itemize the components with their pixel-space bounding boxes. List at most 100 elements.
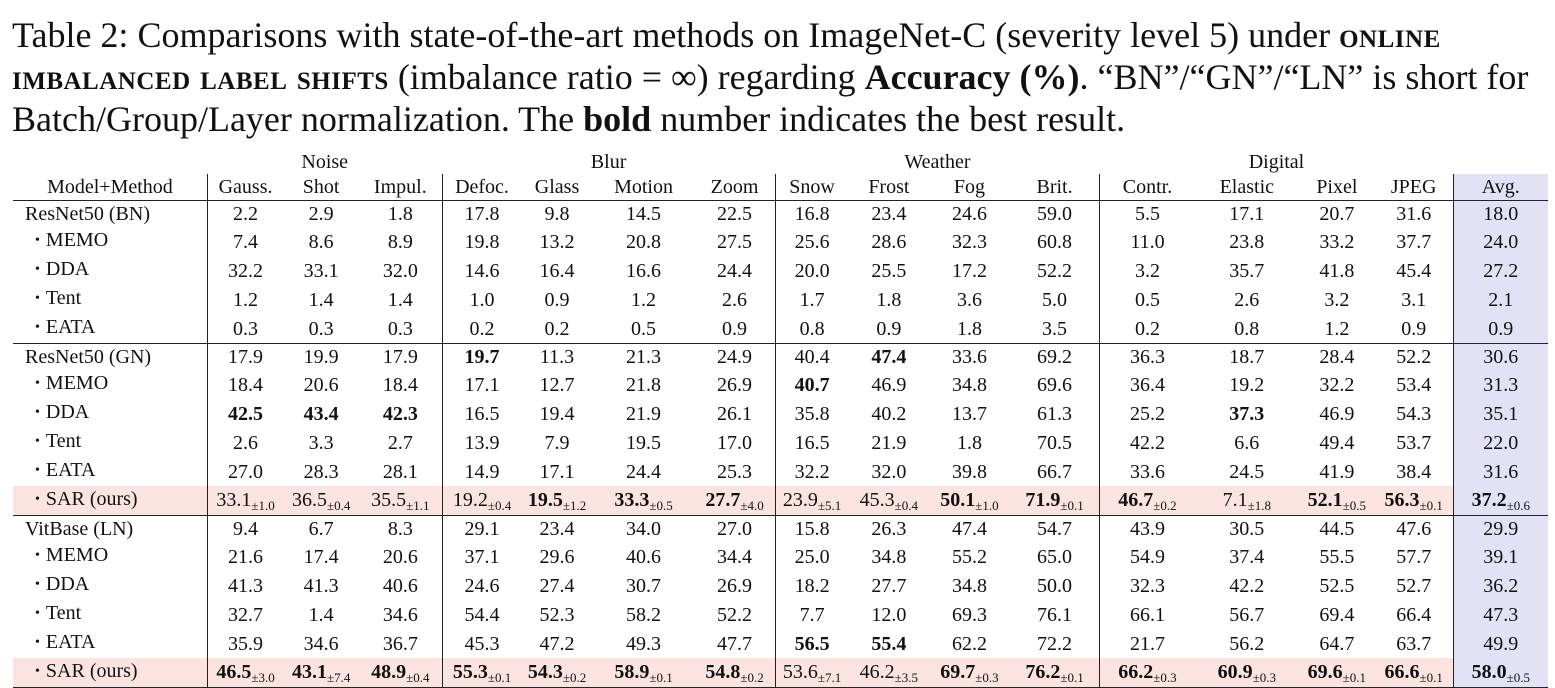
cell-value: 22.0 [1483, 431, 1519, 454]
cell-value: 53.7 [1396, 431, 1432, 454]
cell-value: 27.4 [539, 574, 575, 597]
cell-std: ±0.1 [649, 669, 673, 685]
table-cell: 0.3 [206, 314, 284, 344]
table-cell: 36.5±0.4 [283, 486, 360, 516]
cell-value: 58.9 [614, 660, 650, 683]
cell-value: 24.4 [626, 460, 662, 483]
cell-value: 3.1 [1401, 288, 1427, 311]
table-cell: 69.6 [1010, 370, 1100, 399]
table-cell: 13.7 [929, 399, 1010, 428]
cell-value: 36.3 [1130, 346, 1165, 368]
table-cell: 66.6±0.1 [1374, 658, 1454, 688]
table-cell: 31.6 [1374, 200, 1454, 227]
column-header-jpeg: JPEG [1374, 174, 1454, 201]
cell-value: 43.4 [303, 402, 339, 425]
cell-std: ±1.0 [251, 497, 275, 513]
cell-value: 18.4 [382, 373, 418, 396]
bullet-icon: • [35, 376, 40, 391]
table-cell: 60.9±0.3 [1194, 658, 1299, 688]
cell-value: 52.3 [539, 603, 575, 626]
cell-value: 32.2 [1319, 373, 1355, 396]
cell-value: 13.2 [539, 230, 575, 253]
method-label: DDA [45, 258, 90, 280]
table-cell: 66.2±0.3 [1099, 658, 1195, 688]
cell-value: 39.8 [951, 460, 987, 483]
cell-value: 30.7 [626, 574, 662, 597]
caption-middle: (imbalance ratio = ∞) regarding [388, 57, 865, 97]
cell-value: 5.0 [1042, 288, 1068, 311]
cell-value: 35.7 [1229, 259, 1265, 282]
table-cell: 55.2 [929, 542, 1010, 571]
cell-value: 1.8 [387, 203, 413, 225]
cell-std: ±0.3 [975, 669, 999, 685]
cell-value: 27.7 [705, 488, 741, 511]
table-cell: 27.7±4.0 [694, 486, 776, 516]
cell-value: 21.3 [626, 346, 662, 368]
table-cell: 1.2 [593, 285, 695, 314]
table-cell: 47.2 [521, 629, 592, 658]
table-cell: 21.9 [593, 399, 695, 428]
row-model-name: ResNet50 (GN) [13, 343, 208, 370]
cell-value: 14.5 [626, 203, 662, 225]
table-cell: 25.6 [774, 227, 849, 256]
table-cell: 71.9±0.1 [1009, 486, 1100, 516]
table-cell: 0.5 [1099, 285, 1195, 314]
cell-value: 24.4 [717, 259, 753, 282]
table-cell: 13.2 [521, 227, 592, 256]
cell-value: 31.6 [1483, 460, 1519, 483]
table-row-method: • MEMO 7.4 8.6 8.9 19.8 13.2 20.8 27.5 25.6 28.6 32… [13, 227, 1548, 256]
cell-std: ±0.4 [487, 497, 512, 513]
table-cell: 40.4 [774, 343, 849, 370]
cell-value: 16.6 [626, 259, 662, 282]
cell-std: ±0.1 [1419, 497, 1443, 513]
table-cell: 17.1 [1194, 200, 1299, 227]
column-header-glass: Glass [521, 174, 593, 201]
table-row-sar: • SAR (ours) 33.1±1.0 36.5±0.4 35.5±1.1 19.2±… [13, 486, 1548, 516]
cell-value: 25.6 [794, 230, 830, 253]
cell-value: 24.6 [464, 574, 500, 597]
table-cell: 32.0 [359, 256, 442, 285]
column-header-snow: Snow [774, 174, 849, 201]
table-cell: 27.5 [695, 227, 776, 256]
table-cell: 26.9 [695, 370, 776, 399]
cell-value: 0.2 [544, 317, 570, 340]
cell-value: 12.7 [539, 373, 575, 396]
cell-value: 66.4 [1396, 603, 1432, 626]
bullet-icon: • [35, 262, 40, 277]
cell-value: 34.4 [717, 545, 753, 568]
table-cell: 46.2±3.5 [848, 658, 930, 688]
table-cell: 33.3±0.5 [592, 486, 695, 516]
table-cell: 19.7 [441, 343, 522, 370]
cell-value: 44.5 [1319, 518, 1355, 540]
table-cell: 18.4 [206, 370, 284, 399]
cell-value: 66.2 [1118, 660, 1154, 683]
table-cell: 34.8 [929, 571, 1010, 600]
table-cell: 70.5 [1010, 428, 1100, 457]
table-cell: 37.4 [1195, 542, 1299, 571]
cell-value: 69.7 [940, 660, 976, 683]
row-method-name: • MEMO [13, 227, 207, 256]
cell-value: 37.7 [1396, 230, 1432, 253]
table-cell: 17.0 [695, 428, 776, 457]
cell-value: 0.3 [233, 317, 259, 340]
method-label: MEMO [45, 372, 109, 394]
cell-value: 34.6 [382, 603, 418, 626]
cell-value: 37.4 [1229, 545, 1265, 568]
table-cell: 12.0 [849, 600, 930, 629]
cell-value: 47.4 [871, 346, 907, 368]
table-cell: 53.6±7.1 [774, 658, 849, 688]
table-cell: 19.2±0.4 [441, 486, 522, 516]
table-cell: 43.9 [1099, 515, 1195, 542]
table-cell: 8.3 [359, 515, 443, 542]
cell-value: 35.1 [1483, 402, 1519, 425]
cell-value: 0.9 [544, 288, 570, 311]
table-cell: 69.7±0.3 [929, 658, 1010, 688]
caption-setting: online imbalanced label shifts [12, 15, 1441, 97]
cell-std: ±0.1 [1060, 669, 1084, 685]
table-row-method: • DDA 41.3 41.3 40.6 24.6 27.4 30.7 26.9 18.2 27.7… [13, 571, 1548, 600]
table-cell: 52.1±0.5 [1298, 486, 1375, 516]
cell-value: 63.7 [1396, 632, 1432, 655]
cell-value: 0.5 [1135, 288, 1160, 311]
cell-value: 26.3 [871, 518, 907, 540]
cell-value: 27.2 [1483, 259, 1519, 282]
